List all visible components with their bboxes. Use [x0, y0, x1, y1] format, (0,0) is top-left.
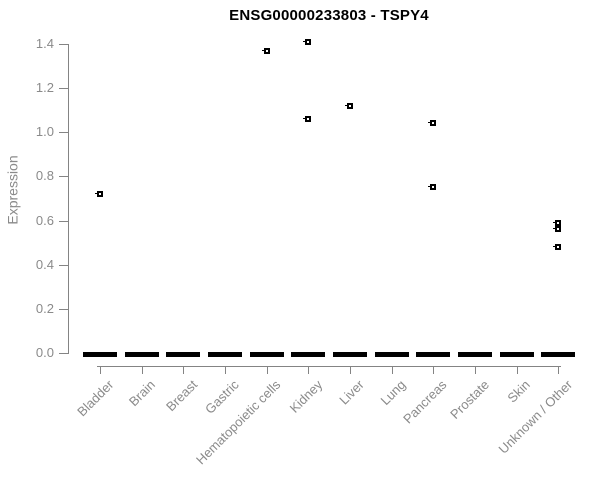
y-tick-label: 0.0 [35, 345, 54, 360]
x-axis-tick [475, 366, 476, 374]
median-dash [416, 352, 451, 357]
median-dash [124, 352, 159, 357]
y-axis-tick [59, 132, 68, 134]
x-category-label: Bladder [74, 377, 117, 420]
data-point [261, 47, 270, 54]
y-tick-label: 1.4 [35, 36, 54, 51]
y-tick-label: 1.0 [35, 124, 54, 140]
x-category-label: Breast [162, 377, 200, 415]
y-axis-tick [59, 220, 68, 222]
x-category-label: Lung [377, 377, 409, 409]
x-category-label: Brain [126, 377, 159, 410]
data-point [345, 102, 353, 109]
median-dash [458, 352, 492, 357]
y-tick-label: 0.4 [35, 256, 54, 272]
y-axis-tick [59, 88, 68, 90]
data-point [553, 226, 562, 233]
median-dash [333, 352, 367, 357]
x-axis-tick [100, 366, 101, 374]
x-axis-tick [558, 366, 560, 374]
x-axis-tick [225, 366, 226, 374]
x-category-label: Skin [504, 377, 534, 406]
y-axis-tick [59, 44, 68, 45]
x-axis-line [97, 366, 562, 367]
x-category-label: Kidney [286, 377, 325, 416]
x-axis-tick [350, 366, 351, 374]
x-category-label: Liver [336, 377, 367, 408]
x-category-label: Pancreas [400, 377, 450, 427]
data-point [553, 244, 562, 251]
y-tick-label: 0.2 [35, 300, 54, 316]
y-axis-tick [59, 264, 68, 266]
y-axis-tick [59, 176, 68, 178]
data-point [95, 191, 103, 198]
median-dash [249, 352, 284, 357]
x-axis-tick [141, 366, 143, 374]
data-point [428, 120, 437, 127]
x-axis-tick [266, 366, 268, 374]
median-dash [499, 352, 534, 357]
y-tick-label: 1.2 [35, 80, 54, 96]
y-tick-label: 0.8 [35, 168, 54, 184]
median-dash [291, 352, 326, 357]
x-category-label: Unknown / Other [495, 377, 575, 457]
y-axis-tick [59, 308, 68, 310]
median-dash [83, 352, 117, 357]
x-axis-tick [433, 366, 435, 374]
y-axis-line [68, 44, 69, 354]
x-category-label: Gastric [201, 377, 242, 417]
y-axis-tick [59, 353, 68, 354]
x-category-label: Prostate [446, 377, 492, 422]
data-point [553, 219, 562, 226]
x-axis-tick [516, 366, 518, 374]
median-dash [374, 352, 409, 357]
x-axis-tick [308, 366, 310, 374]
data-point [428, 184, 437, 191]
y-tick-label: 0.6 [35, 212, 54, 228]
median-dash [166, 352, 201, 357]
x-axis-tick [391, 366, 393, 374]
data-point [303, 38, 312, 45]
x-axis-tick [183, 366, 185, 374]
y-axis-label: Expression [5, 155, 22, 225]
median-dash [208, 352, 242, 357]
chart-title: ENSG00000233803 - TSPY4 [229, 7, 429, 24]
data-point [303, 116, 312, 123]
median-dash [541, 352, 576, 357]
